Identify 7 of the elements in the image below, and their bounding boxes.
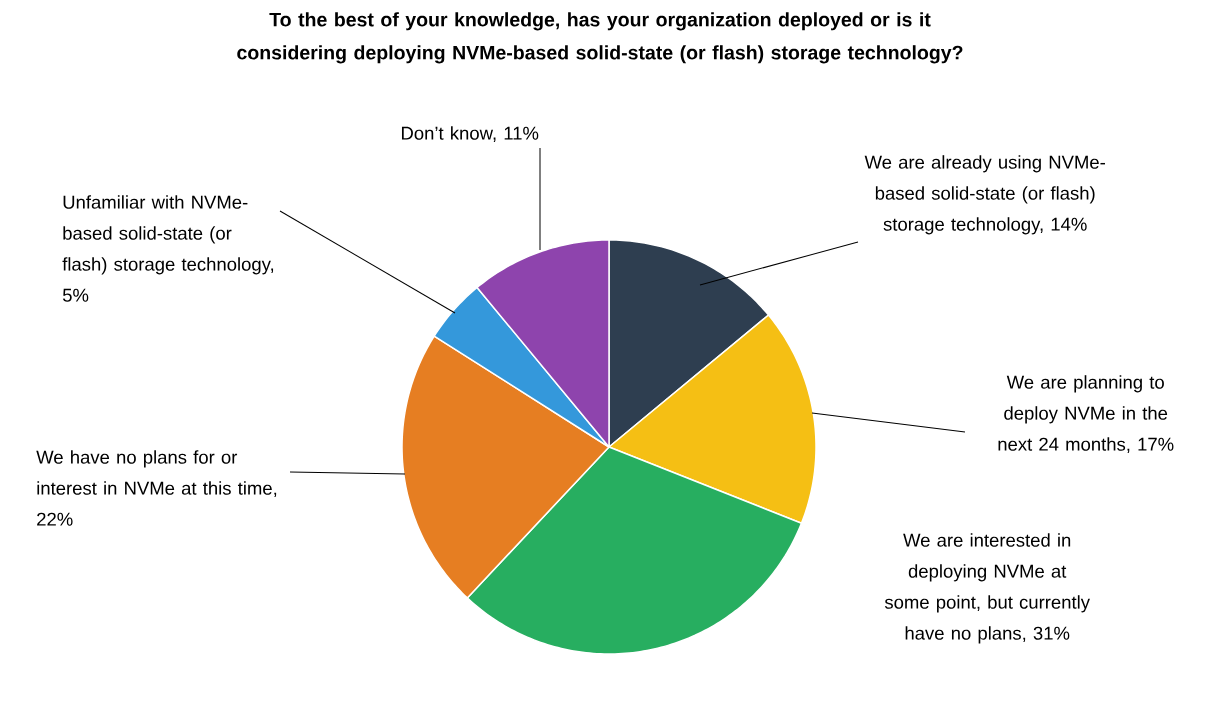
slice-label: We are interested in deploying NVMe at some point, but currently have no plans, 31% [884,533,1090,644]
slice-label: We are planning to deploy NVMe in the next 24 months, 17% [998,375,1174,453]
slice-label: We have no plans for or interest in NVMe at this time, 22% [36,450,277,526]
chart-title: To the best of your knowledge, has your organization deployed or is it considering deploying NVMe-based solid-state (or flash) storage technology? [237,12,963,64]
slice-label: Don’t know, 11% [401,126,539,142]
slice-label: We are already using NVMe-based solid-state (or flash) storage technology, 14% [864,155,1105,235]
slice-label: Unfamiliar with NVMe-based solid-state (or flash) storage technology, 5% [62,195,274,302]
